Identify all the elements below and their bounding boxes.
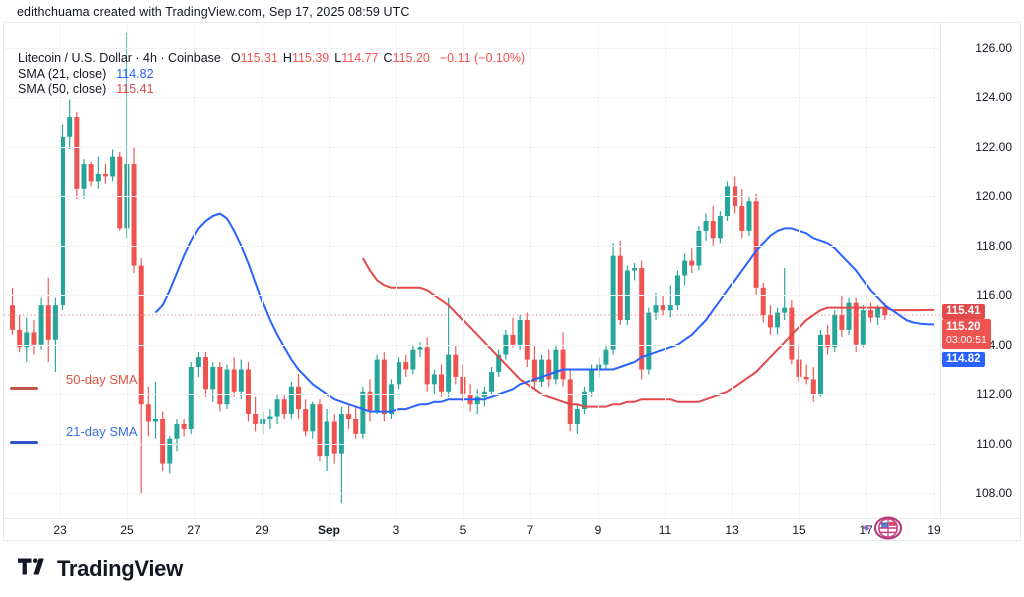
attribution-text: edithchuama created with TradingView.com… bbox=[17, 5, 410, 19]
time-tick-label: Sep bbox=[317, 523, 341, 537]
last-price-badge: 115.20 03:00:51 bbox=[942, 319, 991, 349]
open-value: 115.31 bbox=[240, 51, 278, 65]
gridline-vertical bbox=[194, 23, 195, 518]
sma50-value: 115.41 bbox=[116, 82, 154, 96]
price-tick-label: 112.00 bbox=[976, 387, 1012, 401]
time-tick-label: 19 bbox=[927, 523, 941, 537]
sma21-value: 114.82 bbox=[116, 66, 154, 81]
tradingview-brand: TradingView bbox=[18, 556, 183, 582]
price-tick-label: 108.00 bbox=[975, 486, 1012, 500]
gridline-horizontal bbox=[4, 444, 941, 445]
time-tick-label: 25 bbox=[120, 523, 134, 537]
chart-plot-area[interactable] bbox=[4, 23, 941, 518]
sma50-price-badge: 115.41 bbox=[942, 304, 985, 319]
high-value: 115.39 bbox=[291, 51, 330, 65]
time-tick-label: 27 bbox=[187, 523, 201, 537]
price-tick-label: 110.00 bbox=[976, 437, 1012, 451]
gridline-vertical bbox=[530, 23, 531, 518]
sma50-annotation-swatch bbox=[10, 387, 38, 390]
gridline-horizontal bbox=[4, 246, 941, 247]
symbol-title[interactable]: Litecoin / U.S. Dollar · 4h · Coinbase bbox=[18, 51, 221, 65]
gridline-vertical bbox=[732, 23, 733, 518]
gridline-horizontal bbox=[4, 196, 941, 197]
time-tick-label: 13 bbox=[725, 523, 739, 537]
chart-legend: Litecoin / U.S. Dollar · 4h · Coinbase O1… bbox=[18, 51, 525, 98]
time-tick-label: 23 bbox=[53, 523, 67, 537]
low-label: L bbox=[334, 51, 342, 65]
chart-frame: Litecoin / U.S. Dollar · 4h · Coinbase O1… bbox=[3, 22, 1021, 541]
gridline-vertical bbox=[396, 23, 397, 518]
gridline-vertical bbox=[799, 23, 800, 518]
open-label: O bbox=[230, 51, 241, 65]
sma21-price-badge: 114.82 bbox=[942, 352, 985, 367]
sma21-annotation-label: 21-day SMA bbox=[66, 424, 138, 439]
gridline-vertical bbox=[329, 23, 330, 518]
gridline-vertical bbox=[463, 23, 464, 518]
change-value: −0.11 (−0.10%) bbox=[439, 51, 526, 65]
price-tick-label: 116.00 bbox=[976, 288, 1012, 302]
sma21-label[interactable]: SMA (21, close) bbox=[18, 66, 107, 81]
gridline-horizontal bbox=[4, 147, 941, 148]
legend-symbol-row: Litecoin / U.S. Dollar · 4h · Coinbase O1… bbox=[18, 51, 525, 67]
gridline-horizontal bbox=[4, 48, 941, 49]
gridline-horizontal bbox=[4, 97, 941, 98]
time-tick-label: 9 bbox=[594, 523, 602, 537]
time-tick-label: 15 bbox=[792, 523, 806, 537]
time-tick-label: 7 bbox=[526, 523, 534, 537]
last-price-value: 115.20 bbox=[946, 321, 981, 333]
time-tick-label: 29 bbox=[255, 523, 269, 537]
legend-sma21-row: SMA (21, close) 114.82 bbox=[18, 67, 525, 83]
price-tick-label: 120.00 bbox=[975, 189, 1012, 203]
gridline-vertical bbox=[665, 23, 666, 518]
gridline-horizontal bbox=[4, 295, 941, 296]
gridline-vertical bbox=[598, 23, 599, 518]
time-scale[interactable]: 23252729Sep35791113151719 bbox=[4, 518, 1020, 540]
time-tick-label: 3 bbox=[392, 523, 400, 537]
close-label: C bbox=[383, 51, 393, 65]
price-tick-label: 126.00 bbox=[975, 41, 1012, 55]
gridline-vertical bbox=[934, 23, 935, 518]
tradingview-logo-icon bbox=[18, 557, 48, 581]
sma50-annotation-label: 50-day SMA bbox=[66, 372, 138, 387]
circular-globe-watermark bbox=[859, 513, 915, 543]
gridline-horizontal bbox=[4, 345, 941, 346]
sma50-label[interactable]: SMA (50, close) bbox=[18, 82, 107, 96]
legend-sma50-row: SMA (50, close) 115.41 bbox=[18, 82, 525, 98]
gridline-horizontal bbox=[4, 394, 941, 395]
time-tick-label: 5 bbox=[459, 523, 467, 537]
high-label: H bbox=[282, 51, 292, 65]
price-tick-label: 122.00 bbox=[975, 140, 1012, 154]
price-tick-label: 124.00 bbox=[975, 90, 1012, 104]
gridline-horizontal bbox=[4, 493, 941, 494]
price-scale[interactable]: 126.00 124.00 122.00 120.00 118.00 116.00 114.… bbox=[940, 23, 1020, 518]
gridline-vertical bbox=[60, 23, 61, 518]
close-value: 115.20 bbox=[392, 51, 430, 65]
gridline-vertical bbox=[127, 23, 128, 518]
price-tick-label: 118.00 bbox=[976, 239, 1012, 253]
sma21-annotation-swatch bbox=[10, 441, 38, 444]
gridline-vertical bbox=[262, 23, 263, 518]
gridline-vertical bbox=[866, 23, 867, 518]
low-value: 114.77 bbox=[341, 51, 379, 65]
time-tick-label: 11 bbox=[658, 523, 672, 537]
bar-countdown: 03:00:51 bbox=[946, 334, 987, 346]
tradingview-wordmark: TradingView bbox=[57, 556, 183, 581]
